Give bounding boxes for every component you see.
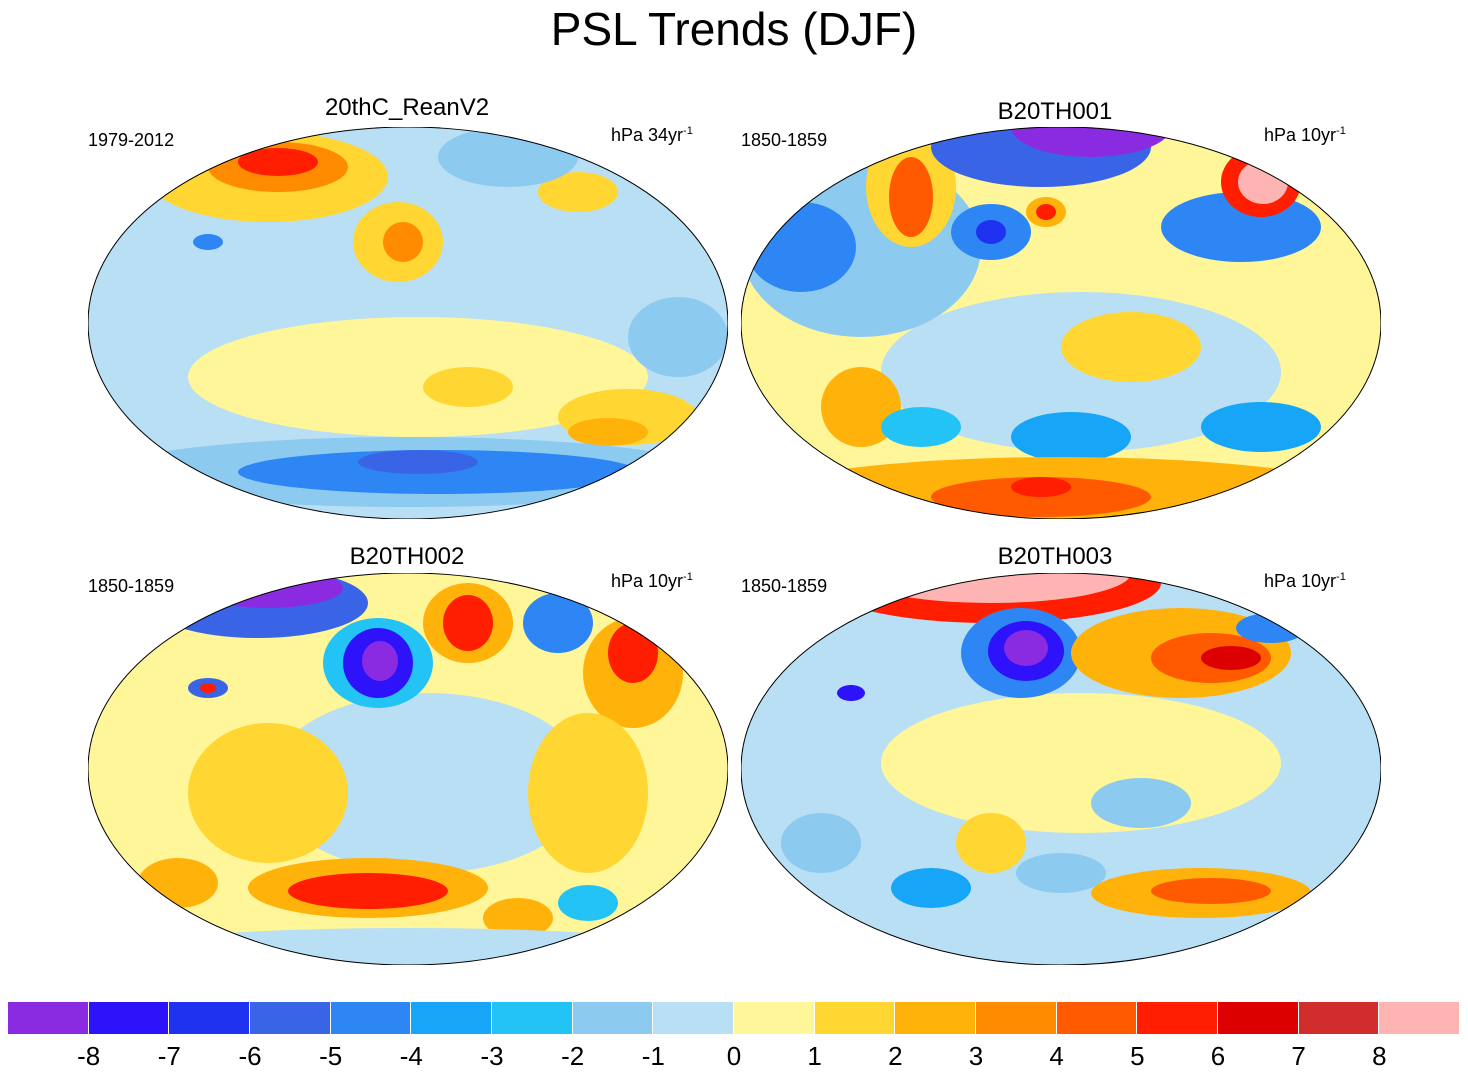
colorbar-tick-label: 0 — [726, 1041, 742, 1071]
panel-period: 1850-1859 — [88, 576, 175, 596]
panel-units: hPa 10yr-1 — [1264, 571, 1346, 591]
panel-title: B20TH002 — [349, 543, 465, 570]
panel-b20th002: B20TH002 1850-1859 hPa 10yr-1 — [0, 540, 734, 970]
panel-period: 1979-2012 — [88, 130, 175, 150]
map-b20th001 — [741, 127, 1381, 519]
panel-b20th003: B20TH003 1850-1859 hPa 10yr-1 — [734, 540, 1468, 970]
colorbar-swatch — [653, 1001, 735, 1035]
colorbar-tick-label: 1 — [807, 1041, 822, 1071]
colorbar-swatch — [88, 1001, 170, 1035]
colorbar-tick-label: -8 — [77, 1041, 101, 1071]
colorbar-tick-label: -7 — [157, 1041, 181, 1071]
panel-title: B20TH001 — [997, 98, 1113, 125]
map-b20th003 — [741, 573, 1381, 965]
colorbar-swatch — [8, 1001, 89, 1035]
colorbar-swatch — [572, 1001, 654, 1035]
colorbar-tick-label: 2 — [888, 1041, 903, 1071]
panel-title: B20TH003 — [997, 543, 1113, 570]
colorbar-swatch — [1218, 1001, 1299, 1035]
colorbar-tick-label: -6 — [238, 1041, 262, 1071]
colorbar-tick-label: -3 — [480, 1041, 504, 1071]
colorbar-swatch — [1298, 1001, 1380, 1035]
colorbar-tick-label: -2 — [561, 1041, 585, 1071]
colorbar-swatch — [492, 1001, 573, 1035]
colorbar-tick-label: -1 — [641, 1041, 665, 1071]
panel-period: 1850-1859 — [741, 130, 828, 150]
colorbar — [8, 1001, 1461, 1035]
colorbar-tick-label: 3 — [968, 1041, 984, 1071]
colorbar-swatch — [330, 1001, 412, 1035]
panel-period: 1850-1859 — [741, 576, 828, 596]
colorbar-swatch — [411, 1001, 493, 1035]
colorbar-swatch — [976, 1001, 1057, 1035]
colorbar-tick-label: 8 — [1372, 1041, 1387, 1071]
colorbar-swatch — [250, 1001, 331, 1035]
colorbar-swatch — [169, 1001, 251, 1035]
map-20thc-reanv2 — [88, 127, 728, 519]
colorbar-tick-label: 5 — [1130, 1041, 1145, 1071]
colorbar-tick-label: 7 — [1291, 1041, 1306, 1071]
colorbar-swatch — [814, 1001, 896, 1035]
figure-title: PSL Trends (DJF) — [550, 3, 918, 55]
colorbar-tick-label: 6 — [1210, 1041, 1226, 1071]
colorbar-swatch — [734, 1001, 815, 1035]
panel-title: 20thC_ReanV2 — [324, 94, 490, 121]
colorbar-swatch — [1137, 1001, 1219, 1035]
map-b20th002 — [88, 573, 728, 965]
panel-units: hPa 10yr-1 — [1264, 125, 1346, 145]
colorbar-swatch — [895, 1001, 977, 1035]
panel-units: hPa 10yr-1 — [611, 571, 693, 591]
panel-units: hPa 34yr-1 — [611, 125, 693, 145]
panel-b20th001: B20TH001 1850-1859 hPa 10yr-1 — [734, 0, 1468, 540]
colorbar-swatch — [1056, 1001, 1138, 1035]
panel-20thc-reanv2: 20thC_ReanV2 1979-2012 hPa 34yr-1 — [0, 0, 734, 540]
colorbar-tick-label: -4 — [399, 1041, 423, 1071]
colorbar-tick-label: 4 — [1049, 1041, 1064, 1071]
colorbar-tick-label: -5 — [319, 1041, 343, 1071]
colorbar-swatch — [1379, 1001, 1461, 1035]
